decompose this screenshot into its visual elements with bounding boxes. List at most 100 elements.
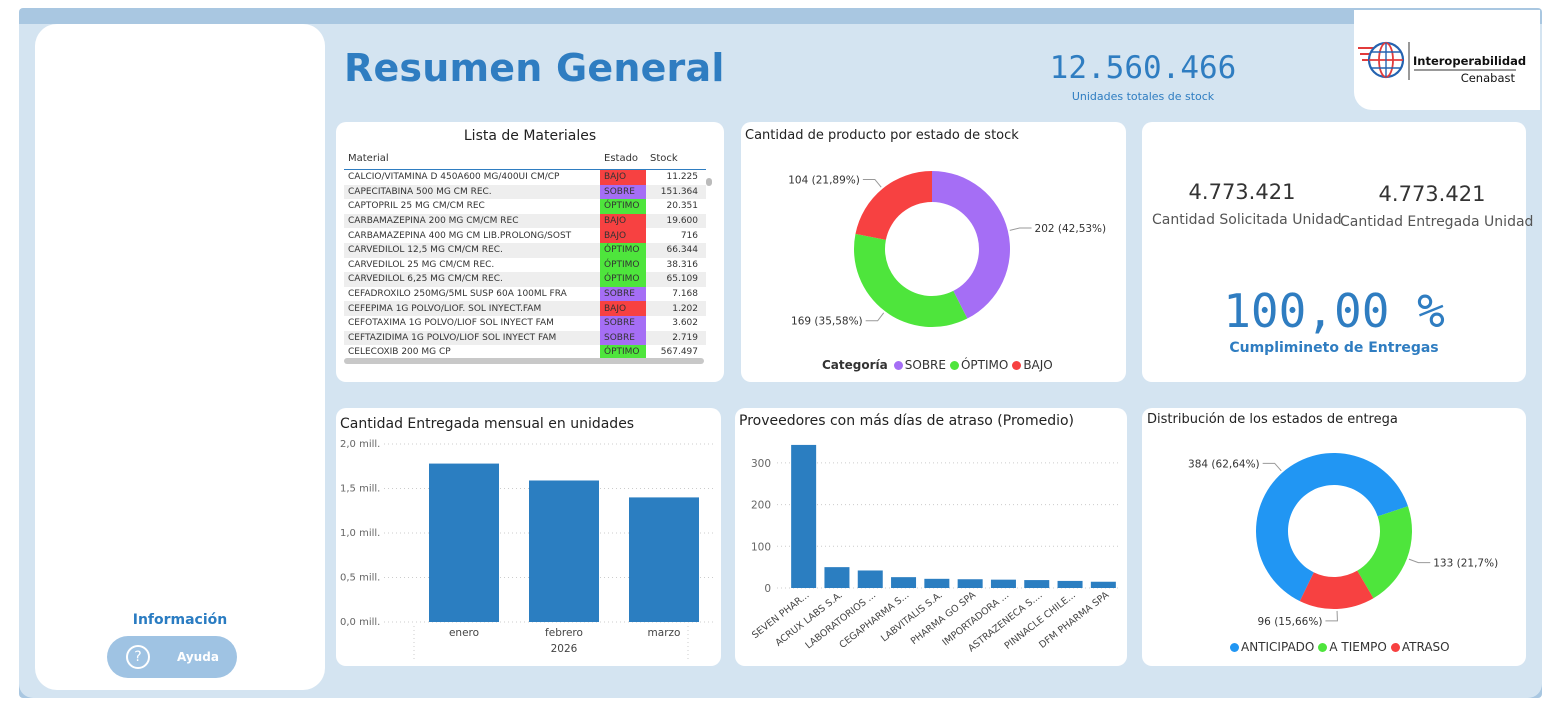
- legend-bajo[interactable]: BAJO: [1023, 358, 1053, 372]
- delivery-status-title: Distribución de los estados de entrega: [1147, 412, 1398, 427]
- providers-delay-title: Proveedores con más días de atraso (Prom…: [739, 413, 1075, 429]
- cumplimiento-label: Cumplimineto de Entregas: [1229, 340, 1439, 356]
- legend-anticipado[interactable]: ANTICIPADO: [1241, 640, 1315, 654]
- col-stock[interactable]: Stock: [650, 153, 678, 164]
- cell-stock: 151.364: [660, 186, 698, 197]
- materials-table[interactable]: Material Estado Stock CALCIO/VITAMINA D …: [344, 148, 706, 360]
- table-header: Material Estado Stock: [344, 148, 706, 170]
- bar[interactable]: [824, 567, 850, 588]
- vertical-scrollbar[interactable]: [706, 178, 712, 186]
- y-tick-label: 0,0 mill.: [340, 617, 380, 628]
- solicitada-label: Cantidad Solicitada Unidad: [1152, 212, 1342, 228]
- table-row[interactable]: CARVEDILOL 25 MG CM/CM REC. ÓPTIMO 38.316: [344, 257, 706, 273]
- cell-material: CEFADROXILO 250MG/5ML SUSP 60A 100ML FRA: [348, 289, 567, 300]
- slice-atraso[interactable]: [1299, 570, 1374, 609]
- table-row[interactable]: CARBAMAZEPINA 200 MG CM/CM REC BAJO 19.600: [344, 213, 706, 229]
- bar[interactable]: [1057, 580, 1083, 588]
- cell-stock: 19.600: [666, 216, 699, 227]
- bar[interactable]: [429, 463, 499, 622]
- cell-estado: ÓPTIMO: [600, 242, 646, 258]
- slice-anticipado[interactable]: [1256, 453, 1408, 602]
- slice-sobre[interactable]: [932, 171, 1010, 319]
- bar[interactable]: [924, 578, 950, 588]
- legend-atiempo[interactable]: A TIEMPO: [1329, 640, 1387, 654]
- help-button-label: Ayuda: [177, 650, 219, 664]
- table-row[interactable]: CELECOXIB 200 MG CP ÓPTIMO 567.497: [344, 345, 706, 360]
- cell-estado: SOBRE: [600, 184, 646, 200]
- legend-dot-sobre: [893, 360, 903, 370]
- bar[interactable]: [1090, 581, 1116, 588]
- table-row[interactable]: CARBAMAZEPINA 400 MG CM LIB.PROLONG/SOST…: [344, 228, 706, 243]
- cumplimiento-value: 100,00 %: [1223, 284, 1445, 338]
- table-row[interactable]: CAPTOPRIL 25 MG CM/CM REC ÓPTIMO 20.351: [344, 199, 706, 214]
- kpi-card: 4.773.421 Cantidad Solicitada Unidad 4.7…: [1142, 122, 1533, 382]
- bar[interactable]: [990, 579, 1016, 588]
- delivery-status-card: Distribución de los estados de entrega 3…: [1142, 408, 1526, 666]
- bar[interactable]: [891, 577, 917, 588]
- col-material[interactable]: Material: [348, 153, 389, 164]
- stock-status-legend: Categoría SOBRE ÓPTIMO BAJO: [822, 358, 1053, 372]
- help-button[interactable]: ? Ayuda: [107, 636, 237, 678]
- legend-title: Categoría: [822, 358, 888, 372]
- cell-material: CEFEPIMA 1G POLVO/LIOF. SOL INYECT.FAM: [348, 303, 542, 314]
- bar[interactable]: [1024, 580, 1050, 588]
- cell-stock: 3.602: [672, 318, 698, 329]
- data-label: 96 (15,66%): [1258, 616, 1323, 628]
- x-group-label: 2026: [551, 643, 578, 655]
- bar[interactable]: [791, 444, 817, 588]
- table-row[interactable]: CEFEPIMA 1G POLVO/LIOF. SOL INYECT.FAM BA…: [344, 301, 706, 316]
- bar[interactable]: [857, 570, 883, 588]
- cell-material: CEFTAZIDIMA 1G POLVO/LIOF SOL INYECT FAM: [348, 332, 557, 343]
- leader-line: [1262, 462, 1282, 472]
- cell-stock: 20.351: [666, 201, 699, 212]
- cell-material: CELECOXIB 200 MG CP: [348, 347, 451, 358]
- providers-delay-card: Proveedores con más días de atraso (Prom…: [735, 408, 1127, 666]
- cell-stock: 38.316: [666, 259, 699, 270]
- legend-sobre[interactable]: SOBRE: [904, 358, 946, 372]
- legend-optimo[interactable]: ÓPTIMO: [960, 358, 1009, 372]
- slice-bajo[interactable]: [855, 171, 932, 240]
- materials-title: Lista de Materiales: [463, 128, 597, 144]
- stock-status-card: Cantidad de producto por estado de stock…: [741, 122, 1126, 382]
- legend-atraso[interactable]: ATRASO: [1401, 640, 1450, 654]
- bar[interactable]: [957, 579, 983, 588]
- cell-stock: 65.109: [666, 274, 699, 285]
- cell-material: CARVEDILOL 6,25 MG CM/CM REC.: [348, 274, 503, 285]
- horizontal-scrollbar[interactable]: [344, 358, 704, 364]
- table-row[interactable]: CAPECITABINA 500 MG CM REC. SOBRE 151.364: [344, 184, 706, 200]
- cell-estado: ÓPTIMO: [600, 345, 646, 360]
- data-label: 169 (35,58%): [791, 316, 863, 328]
- col-estado[interactable]: Estado: [604, 153, 639, 164]
- cell-estado: SOBRE: [600, 315, 646, 331]
- monthly-delivery-chart: 0,0 mill. 0,5 mill. 1,0 mill. 1,5 mill. 2,0 …: [340, 439, 714, 662]
- cell-stock: 7.168: [672, 289, 698, 300]
- cell-stock: 2.719: [672, 332, 698, 343]
- table-row[interactable]: CALCIO/VITAMINA D 450A600 MG/400UI CM/CP…: [344, 170, 706, 185]
- cell-material: CAPTOPRIL 25 MG CM/CM REC: [348, 201, 485, 212]
- stock-status-donut: 202 (42,53%) 169 (35,58%) 104 (21,89%): [788, 171, 1106, 328]
- y-tick-label: 300: [751, 458, 771, 470]
- table-row[interactable]: CARVEDILOL 12,5 MG CM/CM REC. ÓPTIMO 66.34…: [344, 242, 706, 258]
- logo-card: Interoperabilidad Cenabast: [1354, 10, 1540, 110]
- x-tick-label: enero: [449, 627, 479, 639]
- cell-material: CALCIO/VITAMINA D 450A600 MG/400UI CM/CP: [348, 172, 560, 183]
- table-row[interactable]: CEFADROXILO 250MG/5ML SUSP 60A 100ML FRA…: [344, 286, 706, 302]
- delivery-status-legend: ANTICIPADO A TIEMPO ATRASO: [1226, 640, 1450, 654]
- total-stock-label: Unidades totales de stock: [1071, 90, 1215, 103]
- y-tick-label: 100: [751, 541, 771, 553]
- legend-dot-optimo: [949, 360, 959, 370]
- bar[interactable]: [529, 480, 599, 622]
- table-row[interactable]: CEFOTAXIMA 1G POLVO/LIOF SOL INYECT FAM S…: [344, 315, 706, 331]
- bar[interactable]: [629, 497, 699, 622]
- cell-stock: 66.344: [666, 245, 699, 256]
- table-row[interactable]: CEFTAZIDIMA 1G POLVO/LIOF SOL INYECT FAM…: [344, 330, 706, 346]
- cell-material: CARBAMAZEPINA 400 MG CM LIB.PROLONG/SOST: [348, 230, 572, 241]
- table-row[interactable]: CARVEDILOL 6,25 MG CM/CM REC. ÓPTIMO 65.10…: [344, 272, 706, 287]
- info-label: Información: [132, 612, 228, 628]
- globe-logo-icon: Interoperabilidad Cenabast: [1358, 41, 1526, 85]
- monthly-delivery-title: Cantidad Entregada mensual en unidades: [340, 416, 635, 432]
- logo-text-2: Cenabast: [1461, 71, 1516, 85]
- slice-óptimo[interactable]: [854, 233, 968, 327]
- slice-a-tiempo[interactable]: [1357, 506, 1412, 599]
- data-label: 104 (21,89%): [788, 174, 860, 186]
